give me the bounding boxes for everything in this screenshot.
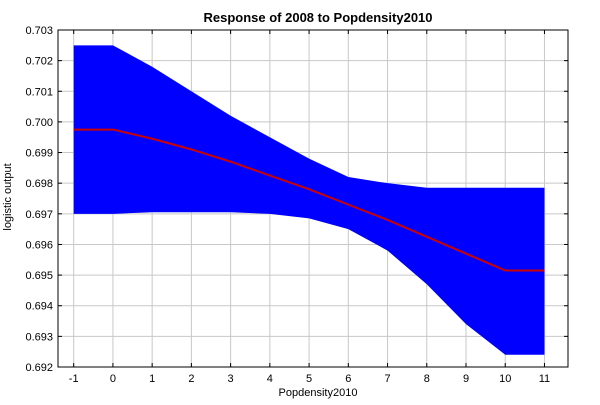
x-tick-label: 9 <box>463 373 469 385</box>
x-tick-label: 4 <box>267 373 273 385</box>
mean-line-layer <box>73 128 545 272</box>
x-tick-label: 2 <box>188 373 194 385</box>
x-tick-label: 10 <box>499 373 511 385</box>
y-axis-label: logistic output <box>2 163 14 230</box>
y-tick-label: 0.692 <box>25 362 53 374</box>
plot-frame <box>57 29 569 368</box>
x-tick-label: 11 <box>539 373 550 385</box>
x-tick-label: 8 <box>424 373 430 385</box>
y-tick-label: 0.697 <box>25 209 53 221</box>
chart-title: Response of 2008 to Popdensity2010 <box>203 10 432 25</box>
confidence-band-layer <box>73 45 545 355</box>
confidence-band <box>73 45 545 355</box>
y-tick-label: 0.699 <box>25 148 53 160</box>
tick-labels: -1 0 1 2 3 4 5 6 7 8 9 10 11 0.692 0.693 0.694 0.695 0.69… <box>25 25 550 385</box>
x-tick-label: 3 <box>228 373 234 385</box>
y-tick-label: 0.694 <box>25 301 53 313</box>
y-tick-label: 0.702 <box>25 56 53 68</box>
x-axis-label: Popdensity2010 <box>279 387 358 399</box>
y-tick-label: 0.695 <box>25 270 53 282</box>
x-tick-label: 0 <box>110 373 116 385</box>
y-tick-label: 0.698 <box>25 178 53 190</box>
axes-frame <box>57 29 569 368</box>
x-tick-label: 5 <box>306 373 312 385</box>
mean-response-line <box>73 128 545 272</box>
x-tick-label: 1 <box>149 373 155 385</box>
y-tick-label: 0.696 <box>25 239 53 251</box>
y-tick-label: 0.700 <box>25 117 53 129</box>
x-tick-label: -1 <box>69 373 79 385</box>
x-tick-label: 7 <box>384 373 390 385</box>
y-tick-label: 0.693 <box>25 331 53 343</box>
y-tick-label: 0.703 <box>25 25 53 37</box>
x-tick-label: 6 <box>345 373 351 385</box>
y-tick-label: 0.701 <box>25 86 53 98</box>
